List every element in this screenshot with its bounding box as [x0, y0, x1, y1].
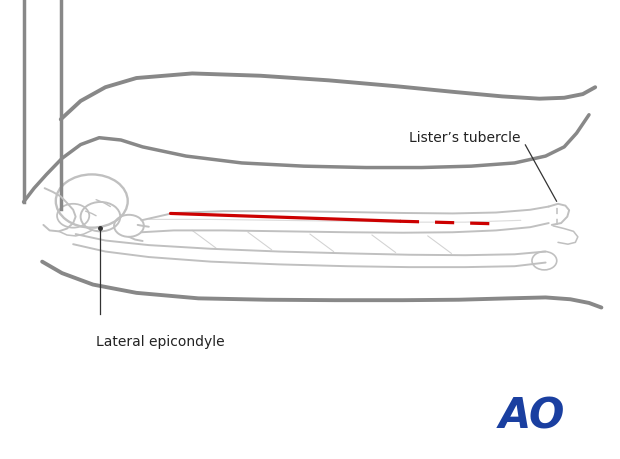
Text: Lister’s tubercle: Lister’s tubercle	[409, 131, 521, 145]
Text: AO: AO	[498, 396, 565, 438]
Text: Lateral epicondyle: Lateral epicondyle	[96, 335, 224, 349]
